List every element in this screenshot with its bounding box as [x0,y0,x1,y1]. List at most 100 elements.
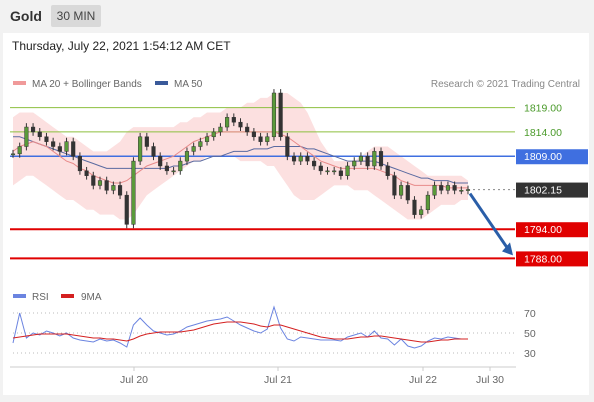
candle-body [77,155,82,172]
candle-body [178,160,183,172]
candle-body [312,160,317,167]
candle-body [298,155,303,162]
candle-body [31,126,36,133]
candle-body [24,126,29,147]
x-tick-label-Jul 22: Jul 22 [409,374,437,386]
candle-body [44,136,49,142]
x-tick-label-Jul 20: Jul 20 [120,374,148,386]
level-label-1788.00: 1788.00 [524,253,562,265]
level-label-1809.00: 1809.00 [524,151,562,163]
rsi-tick-label-30: 30 [524,348,536,360]
candle-body [432,185,437,196]
candle-body [345,165,350,176]
candle-body [445,185,450,191]
candle-body [399,185,404,196]
level-tag-1802.15 [516,182,588,198]
candle-body [218,126,223,133]
header-bar: Gold 30 MIN [0,0,594,32]
candle-body [117,185,123,196]
candle-body [231,117,236,123]
candle-body [285,136,290,157]
level-label-1794.00: 1794.00 [524,224,562,236]
candle-body [204,136,210,142]
rsi-chart: 70 50 30 [12,305,536,360]
candle-body [91,175,96,186]
ma20-line [12,131,468,189]
candle-body [392,175,397,196]
credit-label: Research © 2021 Trading Central [431,79,580,90]
candle-body [17,146,22,155]
candle-body [352,160,357,167]
rsi-tick-label-70: 70 [524,308,536,320]
ma50-legend-label: MA 50 [174,79,203,90]
candle-body [144,136,149,147]
candle-body [198,141,203,147]
candle-body [191,146,196,152]
level-tag-1809.00 [516,149,588,165]
candle-body [131,160,136,225]
candle-body [378,151,384,167]
candle-body [37,131,42,138]
candle-body [10,153,16,156]
candle-body [305,155,310,162]
candle-body [405,185,410,201]
x-tick-label-Jul 21: Jul 21 [264,374,292,386]
projection-arrowhead [502,242,513,256]
candle-body [64,141,69,152]
candle-body [225,117,230,128]
ma9-legend-label: 9MA [81,292,102,303]
candle-body [452,185,457,191]
candle-body [184,151,190,162]
candle-body [171,170,176,173]
rsi-legend-label: RSI [32,292,49,303]
instrument-title: Gold [10,8,42,24]
candle-body [271,92,277,138]
level-label-1802.15: 1802.15 [524,185,562,197]
rsi-ma-line [12,321,468,343]
candle-body [51,141,56,147]
x-tick-label-Jul 30: Jul 30 [476,374,504,386]
candle-body [124,194,129,225]
candle-body [332,170,337,173]
candle-body [138,136,143,162]
candle-body [258,136,263,142]
candle-body [372,151,377,167]
candle-body [365,155,370,167]
rsi-line [12,305,468,349]
candle-body [459,190,464,192]
candle-body [245,126,250,133]
candle-body [358,155,364,162]
candle-body [425,194,430,211]
candle-body [338,170,343,176]
candle-body [238,121,243,128]
candle-body [84,170,89,176]
level-tag-1788.00 [516,251,588,267]
ma20-legend-label: MA 20 + Bollinger Bands [32,79,142,90]
chart-svg: Thursday, July 22, 2021 1:54:12 AM CET M… [10,39,588,386]
level-label-1814.00: 1814.00 [524,127,562,139]
candle-body [265,136,270,142]
candle-body [158,155,163,167]
price-chart: 1819.00 1814.00 1809.00 1802.15 1794.00 1788.… [10,89,588,267]
chart-subtitle: Thursday, July 22, 2021 1:54:12 AM CET [12,39,231,53]
candle-body [412,199,417,215]
level-tag-1794.00 [516,222,588,238]
chart-panel: Thursday, July 22, 2021 1:54:12 AM CET M… [3,33,589,395]
candle-body [278,92,283,138]
candle-body [318,165,323,172]
candle-body [419,209,424,215]
candle-body [111,185,116,191]
candle-body [151,146,156,157]
candle-body [251,131,256,138]
ma9-legend-swatch [61,294,74,298]
ma20-legend-swatch [13,81,26,85]
candle-body [211,131,216,138]
candle-body [71,141,76,157]
candle-body [439,185,444,191]
candle-body [291,155,297,162]
projection-arrow [468,192,511,252]
candle-body [104,180,109,191]
timeframe-badge[interactable]: 30 MIN [51,5,101,27]
rsi-legend-swatch [13,294,26,298]
rsi-tick-label-50: 50 [524,328,536,340]
